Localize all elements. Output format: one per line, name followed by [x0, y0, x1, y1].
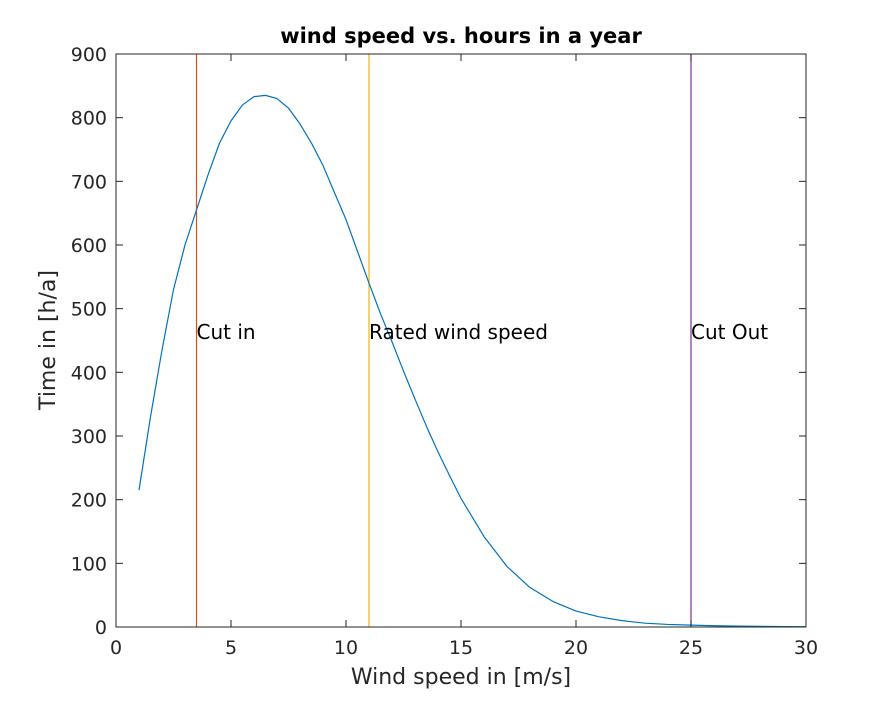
- y-tick-label: 500: [71, 299, 107, 321]
- x-tick-label: 30: [794, 637, 818, 659]
- y-tick-label: 200: [71, 490, 107, 512]
- vertical-line-label-2: Rated wind speed: [369, 320, 548, 344]
- series-group: [138, 94, 807, 628]
- x-tick-label: 5: [225, 637, 237, 659]
- y-tick-label: 100: [71, 553, 107, 575]
- y-tick-label: 700: [71, 171, 107, 193]
- vertical-line-label-3: Cut Out: [691, 320, 768, 344]
- chart-title: wind speed vs. hours in a year: [280, 24, 642, 48]
- x-tick-label: 10: [334, 637, 358, 659]
- x-tick-label: 20: [564, 637, 588, 659]
- y-tick-label: 300: [71, 426, 107, 448]
- series-line-1: [138, 94, 807, 628]
- y-tick-label: 0: [95, 617, 107, 639]
- y-tick-label: 600: [71, 235, 107, 257]
- x-tick-label: 25: [679, 637, 703, 659]
- y-axis-label: Time in [h/a]: [36, 270, 61, 411]
- annotations: Cut in Rated wind speed Cut Out: [197, 320, 769, 344]
- x-tick-label: 15: [449, 637, 473, 659]
- y-axis-ticks: 0 100 200 300 400 500 600 700 800 900: [71, 44, 806, 639]
- x-tick-label: 0: [110, 637, 122, 659]
- y-tick-label: 900: [71, 44, 107, 66]
- vertical-line-label-1: Cut in: [197, 320, 256, 344]
- x-axis-label: Wind speed in [m/s]: [351, 665, 571, 690]
- x-axis-ticks: 0 5 10 15 20 25 30: [110, 54, 818, 659]
- y-tick-label: 800: [71, 108, 107, 130]
- vertical-lines: [195, 54, 692, 627]
- y-tick-label: 400: [71, 362, 107, 384]
